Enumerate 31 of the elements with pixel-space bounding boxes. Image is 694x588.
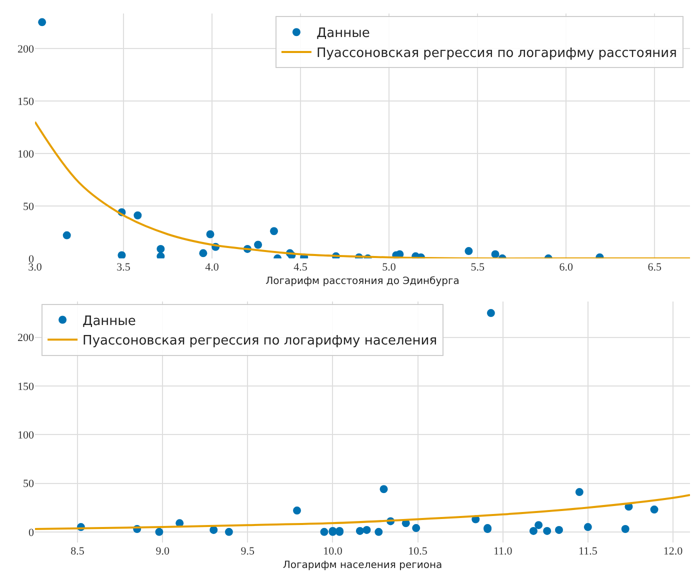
x-tick-label: 12.0 (663, 546, 684, 558)
x-tick-label: 6.5 (648, 261, 662, 274)
x-tick-label: 5.0 (382, 261, 396, 274)
x-tick-label: 11.5 (578, 546, 598, 558)
x-axis-title: Логарифм расстояния до Эдинбурга (266, 276, 460, 287)
legend-label: Пуассоновская регрессия по логарифму населения (82, 334, 438, 349)
y-tick-label: 100 (18, 148, 34, 160)
x-tick-label: 9.0 (156, 546, 170, 558)
legend-label: Данные (82, 314, 136, 329)
y-tick-label: 200 (18, 43, 34, 56)
x-tick-label: 3.0 (28, 261, 42, 274)
x-axis-title: Логарифм населения региона (282, 560, 442, 572)
legend-label: Данные (316, 26, 370, 42)
x-tick-label: 11.0 (493, 546, 513, 558)
x-tick-label: 5.5 (470, 261, 485, 274)
x-tick-label: 4.5 (294, 261, 308, 274)
y-tick-label: 100 (18, 429, 34, 442)
y-tick-label: 0 (28, 526, 34, 539)
y-tick-label: 150 (18, 96, 34, 108)
x-tick-label: 10.0 (323, 546, 343, 558)
y-tick-label: 50 (23, 478, 34, 490)
legend-label: Пуассоновская регрессия по логарифму расстояния (316, 46, 677, 62)
x-tick-label: 3.5 (116, 261, 131, 274)
x-tick-label: 10.5 (408, 546, 428, 558)
y-tick-label: 200 (18, 332, 34, 344)
x-tick-label: 9.5 (240, 546, 256, 558)
y-tick-label: 50 (23, 200, 34, 213)
y-tick-label: 150 (18, 380, 34, 393)
x-tick-label: 6.0 (559, 261, 574, 274)
x-tick-label: 4.0 (205, 261, 220, 274)
x-tick-label: 8.5 (70, 546, 85, 558)
